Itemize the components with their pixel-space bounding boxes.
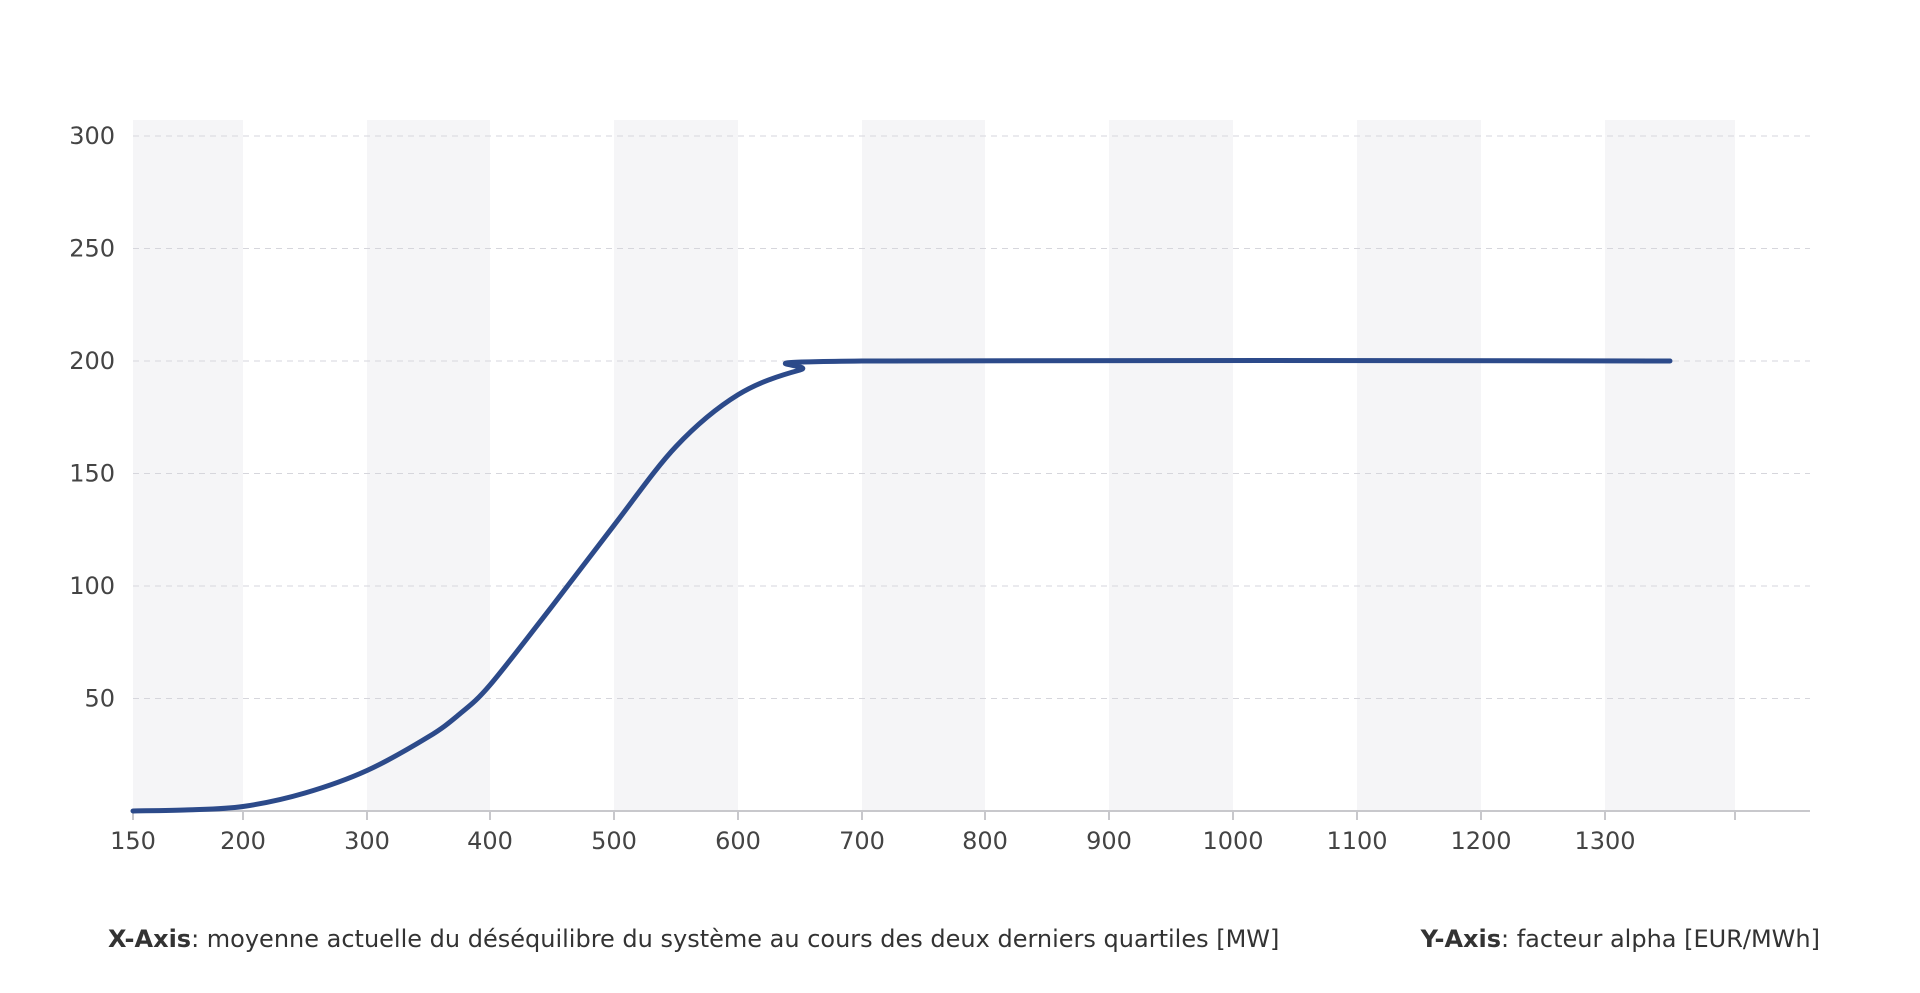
x-axis-ticks: 150 200 300 400 500 600 700 800 900 1000 1100 1200 1… <box>110 811 1736 855</box>
y-axis-caption-key: Y-Axis <box>1420 925 1502 953</box>
x-tick-label: 800 <box>962 827 1008 855</box>
x-tick-label: 400 <box>467 827 513 855</box>
x-tick-label: 1100 <box>1326 827 1387 855</box>
y-tick-label: 150 <box>69 460 115 488</box>
x-tick-label: 600 <box>715 827 761 855</box>
column-band <box>862 120 985 811</box>
x-tick-label: 300 <box>344 827 390 855</box>
x-tick-label: 1300 <box>1574 827 1635 855</box>
column-band <box>1109 120 1233 811</box>
column-bands <box>133 120 1735 811</box>
series-line <box>130 357 1673 814</box>
series-layer <box>130 357 1673 814</box>
x-tick-label: 1200 <box>1450 827 1511 855</box>
x-tick-label: 500 <box>591 827 637 855</box>
x-tick-label: 1000 <box>1202 827 1263 855</box>
column-band <box>1605 120 1735 811</box>
x-tick-label: 200 <box>220 827 266 855</box>
horizontal-gridlines <box>133 135 1810 699</box>
x-tick-label: 150 <box>110 827 156 855</box>
x-axis-caption-key: X-Axis <box>108 925 192 953</box>
y-axis-ticks: 50 100 150 200 250 300 <box>69 122 115 713</box>
y-tick-label: 100 <box>69 572 115 600</box>
column-band <box>614 120 738 811</box>
y-tick-label: 250 <box>69 235 115 263</box>
x-axis-caption: X-Axis: moyenne actuelle du déséquilibre… <box>108 925 1279 953</box>
y-tick-label: 200 <box>69 347 115 375</box>
y-tick-label: 50 <box>84 685 115 713</box>
column-band <box>133 120 243 811</box>
y-tick-label: 300 <box>69 122 115 150</box>
column-band <box>1357 120 1481 811</box>
x-tick-label: 900 <box>1086 827 1132 855</box>
y-axis-caption: Y-Axis: facteur alpha [EUR/MWh] <box>1421 925 1820 953</box>
x-tick-label: 700 <box>839 827 885 855</box>
column-band <box>367 120 490 811</box>
x-axis-caption-text: : moyenne actuelle du déséquilibre du sy… <box>191 925 1280 953</box>
y-axis-caption-text: : facteur alpha [EUR/MWh] <box>1501 925 1820 953</box>
